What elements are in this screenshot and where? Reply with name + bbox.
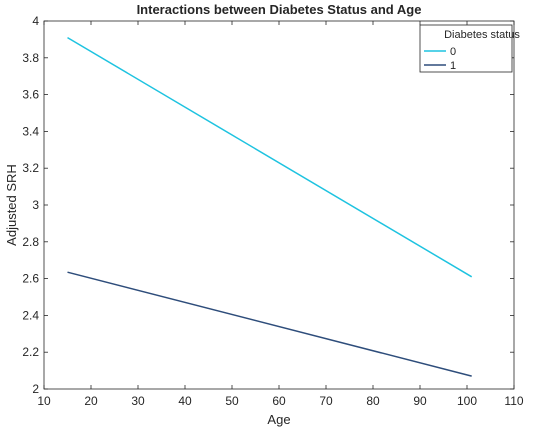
y-axis-title: Adjusted SRH	[4, 164, 19, 246]
chart-title: Interactions between Diabetes Status and…	[137, 2, 422, 17]
y-tick-label: 2.4	[22, 308, 39, 322]
x-tick-label: 30	[131, 394, 145, 408]
legend-title: Diabetes status	[444, 29, 520, 41]
y-tick-label: 3	[32, 198, 39, 212]
series-line-1	[67, 271, 472, 377]
plot-area	[43, 20, 515, 390]
y-tick-label: 2.6	[22, 272, 39, 286]
legend-label-0: 0	[450, 46, 456, 58]
legend-box	[419, 24, 513, 73]
x-tick-label: 20	[84, 394, 98, 408]
x-tick-label: 80	[366, 394, 380, 408]
y-tick-label: 2.2	[22, 345, 39, 359]
x-tick-label: 70	[319, 394, 333, 408]
legend-label-1: 1	[450, 60, 456, 72]
x-tick-label: 50	[225, 394, 239, 408]
x-tick-label: 100	[457, 394, 477, 408]
x-axis: 10 20 30 40 50 60 70 80 90 100 110	[37, 21, 524, 408]
y-tick-label: 4	[32, 14, 39, 28]
y-tick-label: 3.4	[22, 124, 39, 138]
y-tick-label: 3.6	[22, 88, 39, 102]
y-axis: 2 2.2 2.4 2.6 2.8 3 3.2 3.4 3.6 3.8 4	[22, 14, 514, 396]
legend: Diabetes status 01	[419, 24, 520, 73]
x-tick-label: 60	[272, 394, 286, 408]
series-line-0	[67, 36, 473, 278]
x-axis-title: Age	[267, 412, 290, 427]
y-tick-label: 2.8	[22, 235, 39, 249]
y-tick-label: 3.2	[22, 161, 39, 175]
series-lines	[67, 36, 473, 377]
x-tick-label: 110	[504, 394, 523, 408]
legend-items: 01	[424, 46, 456, 72]
x-tick-label: 10	[37, 394, 51, 408]
x-tick-label: 90	[413, 394, 427, 408]
y-tick-label: 2	[32, 382, 39, 396]
x-tick-label: 40	[178, 394, 192, 408]
y-tick-label: 3.8	[22, 51, 39, 65]
